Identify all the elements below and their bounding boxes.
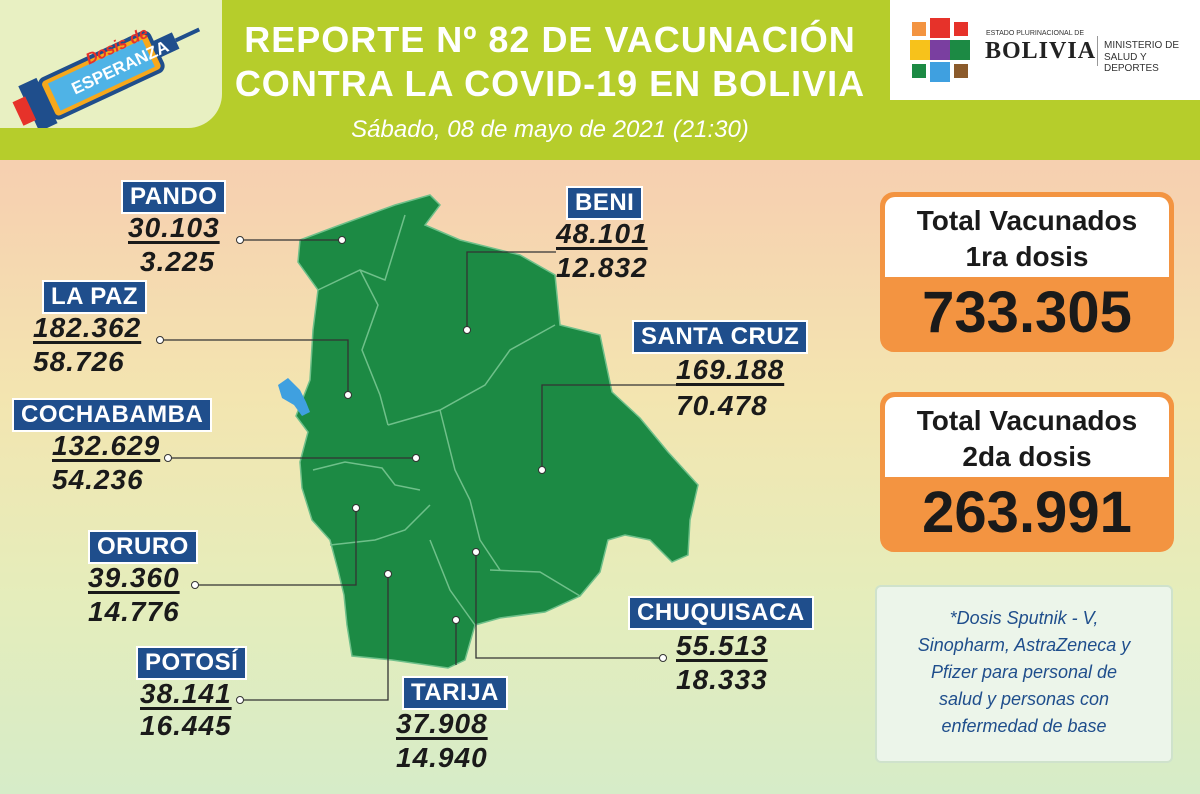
dept-dose1-beni: 48.101 bbox=[556, 218, 648, 249]
dept-dose2-beni: 12.832 bbox=[556, 252, 648, 283]
dept-dose2-potosi: 16.445 bbox=[140, 710, 232, 741]
dept-dose2-cochabamba: 54.236 bbox=[52, 464, 144, 495]
total-first-dose-card: Total Vacunados 1ra dosis 733.305 bbox=[880, 192, 1174, 352]
dept-dose1-cochabamba: 132.629 bbox=[52, 430, 161, 461]
dept-badge-potosi: POTOSÍ bbox=[136, 646, 248, 680]
coat-of-arms-icon bbox=[906, 16, 974, 84]
dept-badge-oruro: ORURO bbox=[88, 530, 198, 564]
syringe-icon bbox=[12, 27, 201, 132]
dept-dose2-chuquisaca: 18.333 bbox=[676, 664, 768, 695]
dept-badge-la-paz: LA PAZ bbox=[42, 280, 147, 314]
note-line-4: salud y personas con bbox=[938, 689, 1110, 709]
note-line-2: Sinopharm, AstraZeneca y bbox=[917, 635, 1131, 655]
dept-dose2-tarija: 14.940 bbox=[396, 742, 488, 773]
title-line-2: CONTRA LA COVID-19 EN BOLIVIA bbox=[234, 63, 866, 104]
dept-dose1-oruro: 39.360 bbox=[88, 562, 180, 593]
dept-badge-santa-cruz: SANTA CRUZ bbox=[632, 320, 809, 354]
dept-dose1-potosi: 38.141 bbox=[140, 678, 232, 709]
total-second-dose-value: 263.991 bbox=[922, 480, 1132, 545]
lake-titicaca bbox=[278, 378, 310, 416]
dept-dose2-la-paz: 58.726 bbox=[33, 346, 125, 377]
dept-dose1-tarija: 37.908 bbox=[396, 708, 488, 739]
total-second-dose-label: Total Vacunados 2da dosis bbox=[885, 397, 1169, 477]
dept-dose2-santa-cruz: 70.478 bbox=[676, 390, 768, 421]
report-date: Sábado, 08 de mayo de 2021 (21:30) bbox=[351, 116, 749, 143]
dept-dose1-pando: 30.103 bbox=[128, 212, 220, 243]
dept-badge-tarija: TARIJA bbox=[402, 676, 508, 710]
dept-dose1-chuquisaca: 55.513 bbox=[676, 630, 768, 661]
title-line-1: REPORTE Nº 82 DE VACUNACIÓN bbox=[244, 19, 856, 60]
note-line-3: Pfizer para personal de bbox=[930, 662, 1118, 682]
gov-name: BOLIVIA bbox=[985, 38, 1097, 64]
ministry-line-2: SALUD Y DEPORTES bbox=[1104, 52, 1159, 74]
dept-badge-cochabamba: COCHABAMBA bbox=[12, 398, 213, 432]
dept-dose1-la-paz: 182.362 bbox=[33, 312, 142, 343]
map-country-shape bbox=[295, 194, 699, 669]
dept-dose2-pando: 3.225 bbox=[140, 246, 216, 277]
total-second-label-line2: 2da dosis bbox=[962, 441, 1092, 472]
dept-badge-pando: PANDO bbox=[121, 180, 227, 214]
total-first-dose-value: 733.305 bbox=[922, 280, 1132, 345]
page-title: REPORTE Nº 82 DE VACUNACIÓN CONTRA LA CO… bbox=[230, 18, 870, 106]
total-first-label-line1: Total Vacunados bbox=[916, 205, 1138, 236]
government-logo: ESTADO PLURINACIONAL DE BOLIVIA MINISTER… bbox=[890, 0, 1200, 100]
dept-dose1-santa-cruz: 169.188 bbox=[676, 354, 785, 385]
campaign-logo: Dosis de ESPERANZA bbox=[0, 0, 222, 132]
dept-badge-chuquisaca: CHUQUISACA bbox=[628, 596, 814, 630]
ministry-line-1: MINISTERIO DE bbox=[1104, 40, 1180, 51]
gov-small-text: ESTADO PLURINACIONAL DE bbox=[986, 30, 1085, 37]
dept-badge-beni: BENI bbox=[566, 186, 644, 220]
divider bbox=[1097, 36, 1098, 66]
note-line-5: enfermedad de base bbox=[941, 716, 1107, 736]
total-second-label-line1: Total Vacunados bbox=[916, 405, 1138, 436]
note-line-1: *Dosis Sputnik - V, bbox=[949, 608, 1099, 628]
dept-dose2-oruro: 14.776 bbox=[88, 596, 180, 627]
total-first-dose-label: Total Vacunados 1ra dosis bbox=[885, 197, 1169, 277]
vaccine-note: *Dosis Sputnik - V, Sinopharm, AstraZene… bbox=[875, 585, 1173, 763]
total-first-label-line2: 1ra dosis bbox=[965, 241, 1089, 272]
total-second-dose-card: Total Vacunados 2da dosis 263.991 bbox=[880, 392, 1174, 552]
